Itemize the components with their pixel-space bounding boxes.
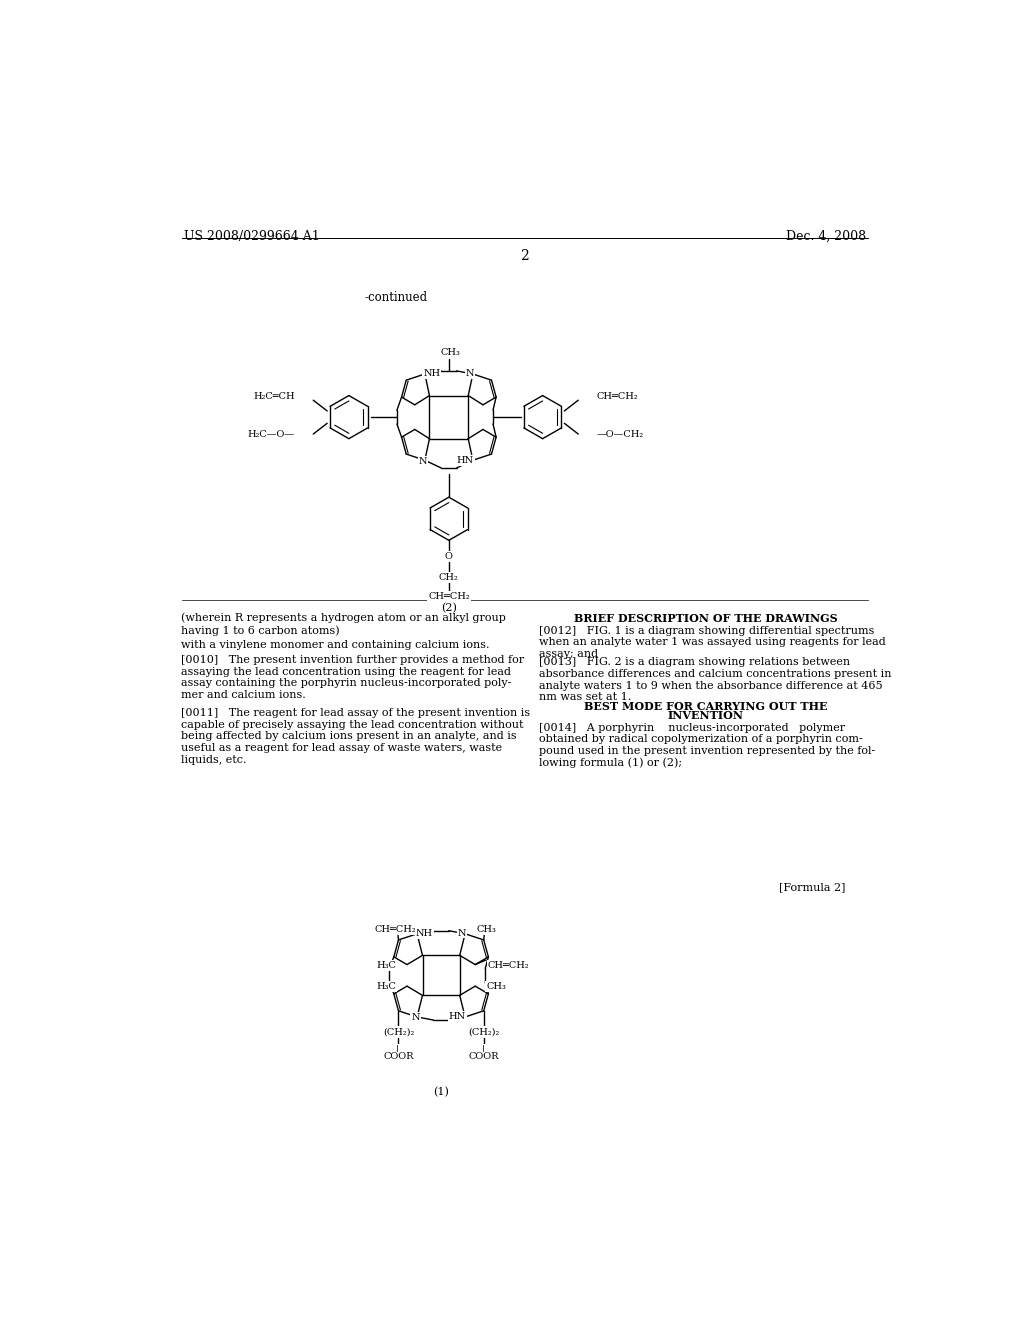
Text: [0013]   FIG. 2 is a diagram showing relations between
absorbance differences an: [0013] FIG. 2 is a diagram showing relat…	[539, 657, 891, 702]
Text: N: N	[412, 1014, 420, 1022]
Text: BRIEF DESCRIPTION OF THE DRAWINGS: BRIEF DESCRIPTION OF THE DRAWINGS	[573, 612, 838, 624]
Text: H₂C—O—: H₂C—O—	[248, 429, 295, 438]
Text: —O—CH₂: —O—CH₂	[597, 429, 644, 438]
Text: (CH₂)₂: (CH₂)₂	[383, 1027, 414, 1036]
Text: [Formula 2]: [Formula 2]	[779, 882, 846, 892]
Text: (2): (2)	[441, 603, 457, 614]
Text: NH: NH	[416, 929, 432, 939]
Text: Dec. 4, 2008: Dec. 4, 2008	[785, 230, 866, 243]
Text: HN: HN	[457, 455, 474, 465]
Text: INVENTION: INVENTION	[668, 710, 743, 722]
Text: NH: NH	[423, 370, 440, 379]
Text: N: N	[458, 928, 466, 937]
Text: BEST MODE FOR CARRYING OUT THE: BEST MODE FOR CARRYING OUT THE	[584, 701, 827, 713]
Text: COOR: COOR	[383, 1052, 414, 1061]
Text: (wherein R represents a hydrogen atom or an alkyl group
having 1 to 6 carbon ato: (wherein R represents a hydrogen atom or…	[180, 612, 506, 635]
Text: 2: 2	[520, 249, 529, 263]
Text: H₂C═CH: H₂C═CH	[253, 392, 295, 401]
Text: CH═CH₂: CH═CH₂	[487, 961, 529, 970]
Text: H₃C: H₃C	[376, 961, 396, 970]
Text: O: O	[444, 552, 453, 561]
Text: N: N	[466, 368, 474, 378]
Text: (CH₂)₂: (CH₂)₂	[468, 1027, 500, 1036]
Text: with a vinylene monomer and containing calcium ions.: with a vinylene monomer and containing c…	[180, 640, 489, 649]
Text: HN: HN	[449, 1012, 466, 1022]
Text: (1): (1)	[433, 1088, 450, 1097]
Text: [0012]   FIG. 1 is a diagram showing differential spectrums
when an analyte wate: [0012] FIG. 1 is a diagram showing diffe…	[539, 626, 886, 659]
Text: US 2008/0299664 A1: US 2008/0299664 A1	[183, 230, 319, 243]
Text: CH═CH₂: CH═CH₂	[597, 392, 639, 401]
Text: -continued: -continued	[365, 290, 427, 304]
Text: COOR: COOR	[468, 1052, 499, 1061]
Text: CH₃: CH₃	[477, 925, 497, 933]
Text: CH═CH₂: CH═CH₂	[375, 925, 416, 933]
Text: CH═CH₂: CH═CH₂	[428, 593, 470, 601]
Text: [0011]   The reagent for lead assay of the present invention is
capable of preci: [0011] The reagent for lead assay of the…	[180, 708, 529, 764]
Text: H₃C: H₃C	[376, 982, 396, 991]
Text: CH₂: CH₂	[439, 573, 459, 582]
Text: |: |	[396, 1044, 399, 1055]
Text: [0014]   A porphyrin    nucleus-incorporated   polymer
obtained by radical copol: [0014] A porphyrin nucleus-incorporated …	[539, 723, 874, 768]
Text: [0010]   The present invention further provides a method for
assaying the lead c: [0010] The present invention further pro…	[180, 655, 524, 700]
Text: CH₃: CH₃	[440, 348, 461, 356]
Text: N: N	[419, 457, 428, 466]
Text: |: |	[481, 1044, 484, 1055]
Text: CH₃: CH₃	[486, 982, 506, 991]
